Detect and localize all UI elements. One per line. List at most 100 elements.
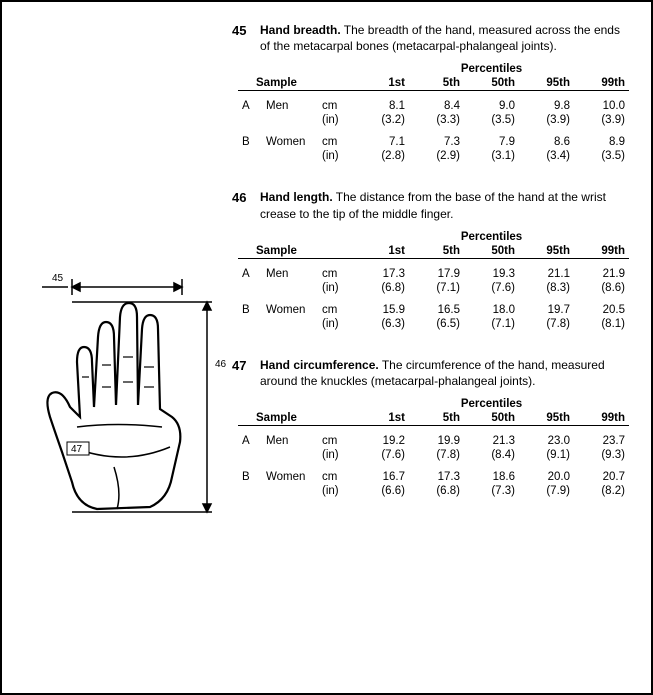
cell: (8.4) [464,448,519,462]
table-row: BWomencm16.717.318.620.020.7 [238,470,629,484]
cell: (6.5) [409,317,464,331]
col-header: 50th [464,411,519,426]
cell: (3.9) [519,113,574,127]
row-unit: (in) [318,281,354,295]
row-group: Women [262,303,318,317]
col-header: 1st [354,76,409,91]
cell: (6.8) [354,281,409,295]
cell: (3.5) [464,113,519,127]
percentile-table: PercentilesSample1st5th50th95th99thAMenc… [238,397,629,498]
section-title: Hand circumference. [260,358,379,372]
cell: (8.1) [574,317,629,331]
sample-header: Sample [238,411,354,426]
row-group: Men [262,267,318,281]
section-text: Hand breadth. The breadth of the hand, m… [260,22,623,54]
cell: (2.8) [354,149,409,163]
document-page: 45 46 [0,0,653,695]
section-head: 47Hand circumference. The circumference … [232,357,623,389]
left-column: 45 46 [22,22,222,673]
section-title: Hand length. [260,190,333,204]
row-unit: (in) [318,317,354,331]
cell: 20.5 [574,303,629,317]
cell: 21.9 [574,267,629,281]
cell: 9.8 [519,99,574,113]
cell: 18.0 [464,303,519,317]
section-text: Hand length. The distance from the base … [260,189,623,221]
table-row: BWomencm7.17.37.98.68.9 [238,135,629,149]
dim-label-47: 47 [71,444,83,455]
row-unit: cm [318,267,354,281]
cell: (9.1) [519,448,574,462]
cell: (3.2) [354,113,409,127]
row-unit: cm [318,135,354,149]
col-header: 5th [409,76,464,91]
percentile-table: PercentilesSample1st5th50th95th99thAMenc… [238,230,629,331]
hand-diagram: 45 46 [22,267,232,542]
col-header: 50th [464,76,519,91]
sample-header: Sample [238,76,354,91]
row-group: Men [262,434,318,448]
table-row: AMencm17.317.919.321.121.9 [238,267,629,281]
sample-header: Sample [238,244,354,259]
cell: 7.1 [354,135,409,149]
dim-label-45: 45 [52,273,64,284]
cell: 9.0 [464,99,519,113]
percentile-table: PercentilesSample1st5th50th95th99thAMenc… [238,62,629,163]
col-header: 1st [354,244,409,259]
row-group: Men [262,99,318,113]
cell: 10.0 [574,99,629,113]
cell: (3.1) [464,149,519,163]
cell: 8.6 [519,135,574,149]
table-row: (in)(6.6)(6.8)(7.3)(7.9)(8.2) [238,484,629,498]
cell: 17.9 [409,267,464,281]
content-row: 45 46 [22,22,623,673]
cell: (9.3) [574,448,629,462]
cell: 19.3 [464,267,519,281]
cell: 17.3 [354,267,409,281]
cell: (7.6) [354,448,409,462]
row-group: Women [262,135,318,149]
row-group: Women [262,470,318,484]
table-row: BWomencm15.916.518.019.720.5 [238,303,629,317]
table-row: AMencm8.18.49.09.810.0 [238,99,629,113]
col-header: 50th [464,244,519,259]
row-letter: A [238,267,262,281]
col-header: 1st [354,411,409,426]
cell: 8.9 [574,135,629,149]
cell: (7.3) [464,484,519,498]
cell: (7.8) [409,448,464,462]
cell: 23.0 [519,434,574,448]
cell: 17.3 [409,470,464,484]
cell: 20.0 [519,470,574,484]
cell: (3.5) [574,149,629,163]
col-header: 99th [574,76,629,91]
section-47: 47Hand circumference. The circumference … [232,357,623,498]
section-text: Hand circumference. The circumference of… [260,357,623,389]
section-head: 45Hand breadth. The breadth of the hand,… [232,22,623,54]
section-number: 46 [232,189,260,207]
cell: 19.7 [519,303,574,317]
row-letter: B [238,470,262,484]
section-45: 45Hand breadth. The breadth of the hand,… [232,22,623,163]
table-row: (in)(6.3)(6.5)(7.1)(7.8)(8.1) [238,317,629,331]
row-letter: B [238,135,262,149]
cell: (7.1) [409,281,464,295]
hand-svg: 45 46 [22,267,232,537]
col-header: 5th [409,244,464,259]
cell: (6.6) [354,484,409,498]
cell: 7.3 [409,135,464,149]
cell: (3.3) [409,113,464,127]
percentiles-header: Percentiles [354,397,629,411]
cell: (7.9) [519,484,574,498]
cell: 8.1 [354,99,409,113]
cell: (8.6) [574,281,629,295]
cell: 7.9 [464,135,519,149]
cell: 19.9 [409,434,464,448]
row-letter: A [238,434,262,448]
section-46: 46Hand length. The distance from the bas… [232,189,623,330]
cell: (7.1) [464,317,519,331]
cell: 23.7 [574,434,629,448]
row-letter: A [238,99,262,113]
cell: 19.2 [354,434,409,448]
table-row: (in)(6.8)(7.1)(7.6)(8.3)(8.6) [238,281,629,295]
